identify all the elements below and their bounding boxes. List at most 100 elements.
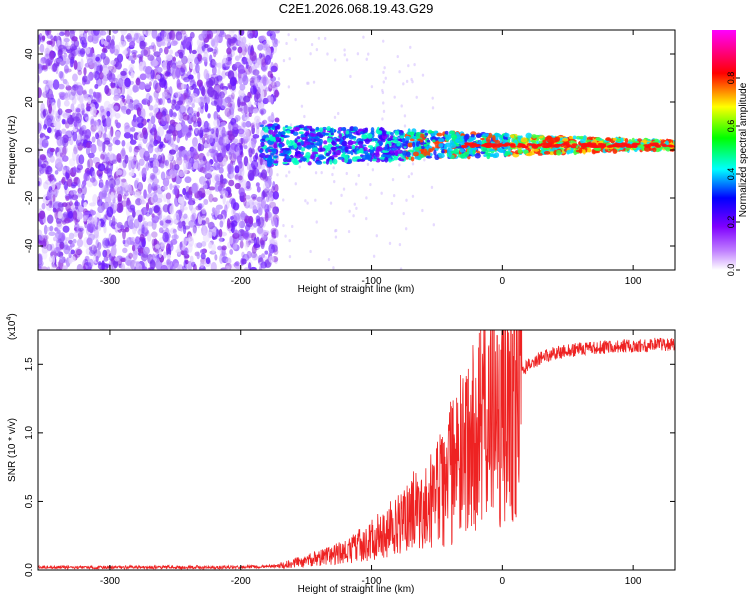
noise-mark bbox=[214, 207, 220, 218]
noise-mark bbox=[163, 46, 169, 55]
noise-mark bbox=[242, 121, 247, 128]
noise-mark bbox=[232, 46, 237, 51]
noise-mark bbox=[284, 234, 287, 238]
noise-mark bbox=[92, 30, 100, 36]
noise-mark bbox=[243, 156, 249, 167]
noise-mark bbox=[230, 198, 237, 210]
noise-mark bbox=[86, 74, 91, 85]
noise-mark bbox=[105, 249, 111, 258]
noise-mark bbox=[262, 182, 270, 192]
noise-mark bbox=[45, 115, 51, 121]
signal-mark bbox=[310, 153, 315, 160]
signal-mark bbox=[579, 138, 586, 144]
noise-mark bbox=[257, 216, 265, 228]
noise-mark bbox=[97, 196, 101, 203]
noise-mark bbox=[152, 194, 158, 203]
noise-mark bbox=[240, 179, 248, 188]
noise-mark bbox=[251, 148, 255, 155]
noise-mark bbox=[178, 210, 182, 217]
noise-mark bbox=[153, 128, 157, 140]
noise-mark bbox=[252, 69, 260, 76]
noise-mark bbox=[178, 51, 184, 59]
noise-mark bbox=[153, 185, 158, 194]
noise-mark bbox=[124, 227, 130, 233]
noise-mark bbox=[52, 79, 60, 90]
signal-mark bbox=[438, 153, 445, 159]
noise-mark bbox=[114, 223, 122, 231]
noise-mark bbox=[181, 83, 185, 90]
noise-mark bbox=[229, 249, 234, 255]
signal-mark bbox=[276, 124, 281, 130]
noise-mark bbox=[204, 161, 211, 172]
noise-mark bbox=[220, 82, 225, 91]
noise-mark bbox=[101, 260, 105, 270]
noise-mark bbox=[207, 33, 212, 39]
signal-mark bbox=[278, 153, 285, 157]
noise-mark bbox=[398, 163, 401, 167]
noise-mark bbox=[106, 35, 112, 43]
noise-mark bbox=[103, 225, 107, 234]
signal-mark bbox=[335, 149, 341, 156]
signal-mark bbox=[279, 144, 283, 149]
noise-mark bbox=[306, 201, 309, 205]
signal-mark bbox=[369, 146, 374, 150]
noise-mark bbox=[218, 136, 225, 146]
signal-mark bbox=[324, 147, 331, 152]
noise-mark bbox=[97, 199, 103, 207]
noise-mark bbox=[70, 58, 74, 68]
noise-mark bbox=[130, 127, 136, 132]
noise-mark bbox=[145, 212, 151, 217]
noise-mark bbox=[164, 159, 169, 167]
signal-core-mark bbox=[571, 143, 578, 147]
noise-mark bbox=[246, 30, 253, 39]
noise-mark bbox=[187, 74, 194, 80]
noise-mark bbox=[153, 139, 158, 147]
noise-mark bbox=[270, 114, 275, 121]
noise-mark bbox=[238, 52, 243, 59]
noise-mark bbox=[214, 86, 220, 92]
signal-mark bbox=[351, 156, 358, 162]
noise-mark bbox=[40, 163, 47, 169]
noise-mark bbox=[77, 190, 82, 198]
noise-mark bbox=[285, 174, 288, 178]
signal-mark bbox=[396, 141, 401, 147]
noise-mark bbox=[99, 64, 103, 73]
noise-mark bbox=[148, 207, 153, 215]
noise-mark bbox=[202, 232, 210, 243]
noise-mark bbox=[114, 112, 121, 119]
signal-mark bbox=[428, 148, 434, 153]
noise-mark bbox=[62, 165, 70, 171]
noise-mark bbox=[282, 223, 285, 228]
noise-mark bbox=[166, 97, 172, 104]
noise-mark bbox=[343, 53, 346, 57]
noise-mark bbox=[193, 58, 199, 69]
noise-mark bbox=[213, 142, 220, 148]
noise-mark bbox=[234, 182, 241, 190]
noise-mark bbox=[114, 257, 120, 262]
signal-mark bbox=[652, 147, 657, 153]
noise-mark bbox=[340, 193, 343, 197]
noise-mark bbox=[46, 40, 52, 45]
signal-mark bbox=[265, 148, 269, 154]
noise-mark bbox=[142, 246, 150, 255]
noise-mark bbox=[362, 35, 365, 39]
noise-mark bbox=[241, 258, 247, 265]
noise-mark bbox=[143, 189, 147, 199]
noise-mark bbox=[294, 37, 297, 42]
noise-mark bbox=[179, 112, 184, 120]
signal-mark bbox=[394, 130, 400, 136]
noise-mark bbox=[147, 54, 155, 61]
noise-mark bbox=[223, 178, 227, 184]
noise-mark bbox=[243, 230, 250, 240]
signal-core-mark bbox=[600, 144, 607, 148]
noise-mark bbox=[211, 172, 219, 184]
signal-mark bbox=[568, 140, 576, 144]
noise-mark bbox=[75, 211, 83, 220]
noise-mark bbox=[85, 116, 91, 122]
noise-mark bbox=[227, 102, 233, 108]
noise-mark bbox=[104, 196, 112, 204]
noise-mark bbox=[172, 94, 177, 104]
noise-mark bbox=[57, 98, 61, 109]
noise-mark bbox=[65, 195, 70, 201]
spectrogram-ytick-label: -20 bbox=[24, 190, 35, 205]
